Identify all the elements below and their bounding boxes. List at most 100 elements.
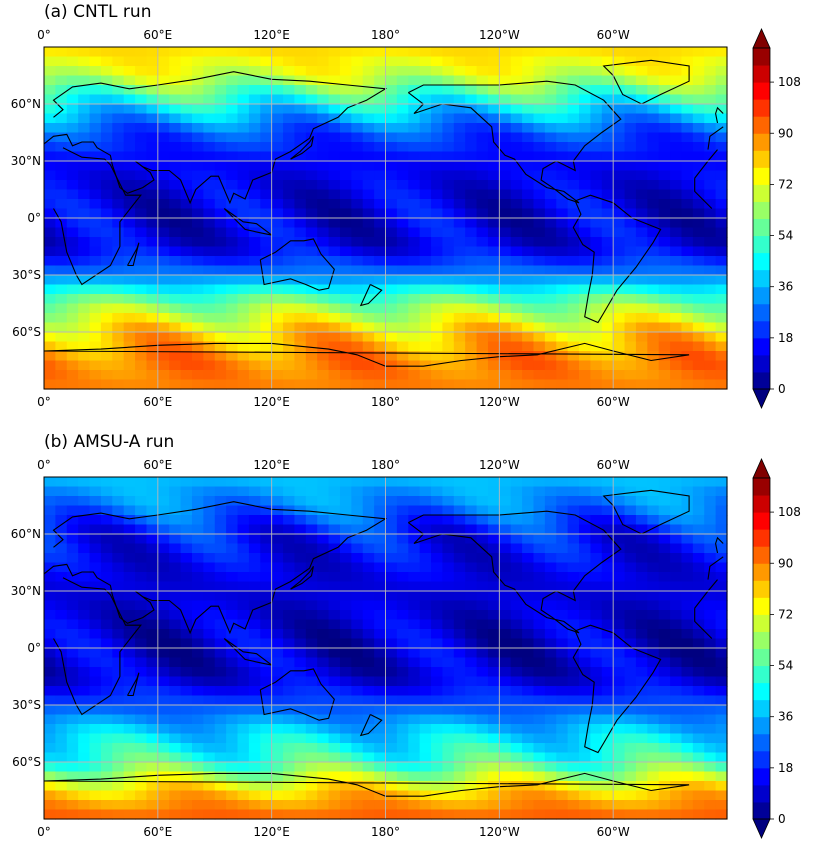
field-cell bbox=[362, 714, 375, 725]
field-cell bbox=[214, 142, 227, 153]
field-cell bbox=[624, 809, 637, 820]
field-cell bbox=[579, 610, 591, 621]
field-cell bbox=[146, 695, 159, 706]
field-cell bbox=[339, 610, 352, 621]
field-cell bbox=[55, 142, 68, 153]
field-cell bbox=[692, 724, 705, 735]
field-cell bbox=[419, 227, 432, 238]
field-cell bbox=[681, 303, 694, 314]
field-cell bbox=[169, 246, 182, 257]
field-cell bbox=[635, 142, 648, 153]
field-cell bbox=[191, 85, 204, 96]
field-cell bbox=[476, 47, 489, 58]
field-cell bbox=[146, 208, 159, 219]
field-cell bbox=[567, 648, 580, 659]
field-cell bbox=[203, 66, 216, 77]
field-cell bbox=[442, 104, 455, 115]
field-cell bbox=[601, 237, 614, 248]
field-cell bbox=[510, 790, 523, 801]
field-cell bbox=[635, 275, 648, 286]
field-cell bbox=[169, 332, 182, 343]
field-cell bbox=[66, 322, 79, 333]
field-cell bbox=[260, 733, 273, 744]
field-cell bbox=[624, 686, 637, 697]
field-cell bbox=[146, 265, 159, 276]
field-cell bbox=[283, 170, 296, 181]
field-cell bbox=[658, 113, 671, 124]
field-cell bbox=[248, 341, 261, 352]
field-cell bbox=[44, 515, 56, 526]
field-cell bbox=[135, 714, 148, 725]
field-cell bbox=[544, 265, 557, 276]
x-tick-label-top: 0° bbox=[37, 28, 51, 42]
field-cell bbox=[362, 562, 375, 573]
field-cell bbox=[283, 132, 296, 143]
field-cell bbox=[89, 66, 102, 77]
field-cell bbox=[556, 790, 569, 801]
field-cell bbox=[385, 581, 398, 592]
field-cell bbox=[157, 572, 170, 583]
field-cell bbox=[442, 695, 455, 706]
field-cell bbox=[715, 619, 728, 630]
field-cell bbox=[704, 313, 717, 324]
field-cell bbox=[191, 477, 204, 488]
field-cell bbox=[510, 332, 523, 343]
field-cell bbox=[203, 752, 216, 763]
field-cell bbox=[328, 189, 341, 200]
field-cell bbox=[647, 104, 660, 115]
field-cell bbox=[112, 743, 125, 754]
field-cell bbox=[271, 695, 284, 706]
field-cell bbox=[510, 562, 523, 573]
field-cell bbox=[590, 208, 603, 219]
field-cell bbox=[226, 648, 239, 659]
colorbar-band bbox=[753, 784, 770, 803]
field-cell bbox=[305, 676, 318, 687]
field-cell bbox=[283, 104, 296, 115]
field-cell bbox=[601, 733, 614, 744]
field-cell bbox=[658, 75, 671, 86]
field-cell bbox=[613, 332, 626, 343]
field-cell bbox=[567, 486, 580, 497]
field-cell bbox=[635, 800, 648, 811]
field-cell bbox=[66, 809, 79, 820]
field-cell bbox=[579, 151, 591, 162]
field-cell bbox=[579, 486, 591, 497]
field-cell bbox=[692, 648, 705, 659]
field-cell bbox=[146, 752, 159, 763]
field-cell bbox=[692, 752, 705, 763]
field-cell bbox=[613, 724, 626, 735]
field-cell bbox=[55, 56, 68, 67]
field-cell bbox=[294, 313, 307, 324]
field-cell bbox=[670, 800, 683, 811]
field-cell bbox=[248, 534, 261, 545]
field-cell bbox=[396, 161, 409, 172]
field-cell bbox=[396, 227, 409, 238]
field-cell bbox=[670, 370, 683, 381]
field-cell bbox=[135, 752, 148, 763]
field-cell bbox=[635, 629, 648, 640]
field-cell bbox=[112, 218, 125, 229]
field-cell bbox=[203, 562, 216, 573]
field-cell bbox=[442, 543, 455, 554]
field-cell bbox=[522, 256, 535, 267]
field-cell bbox=[647, 505, 660, 516]
field-cell bbox=[499, 132, 512, 143]
field-cell bbox=[431, 265, 444, 276]
field-cell bbox=[271, 800, 284, 811]
field-cell bbox=[544, 724, 557, 735]
field-cell bbox=[544, 534, 557, 545]
field-cell bbox=[442, 705, 455, 716]
field-cell bbox=[351, 477, 364, 488]
field-cell bbox=[191, 619, 204, 630]
field-cell bbox=[715, 322, 728, 333]
field-cell bbox=[351, 75, 364, 86]
field-cell bbox=[670, 265, 683, 276]
field-cell bbox=[544, 553, 557, 564]
field-cell bbox=[339, 85, 352, 96]
field-cell bbox=[408, 591, 421, 602]
field-cell bbox=[100, 303, 113, 314]
field-cell bbox=[510, 610, 523, 621]
field-cell bbox=[328, 610, 341, 621]
field-cell bbox=[328, 486, 341, 497]
field-cell bbox=[613, 322, 626, 333]
